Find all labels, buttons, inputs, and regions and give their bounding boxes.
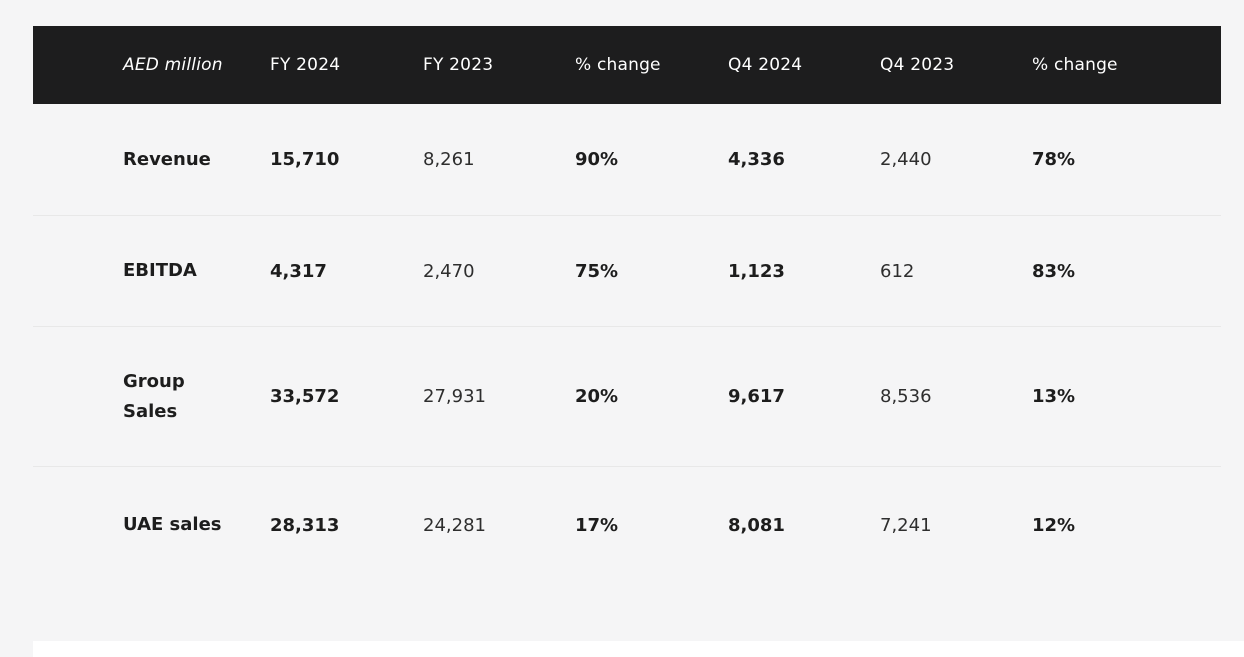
row-label: Revenue — [33, 145, 270, 175]
cell-q42023: 2,440 — [880, 149, 932, 170]
row-label: Group Sales — [33, 367, 270, 427]
cell-q42024: 8,081 — [728, 514, 785, 536]
cell-q42023: 612 — [880, 260, 915, 282]
cell-fy-change: 17% — [575, 514, 619, 536]
column-header-q42024: Q4 2024 — [728, 55, 803, 75]
cell-fy2024: 33,572 — [270, 386, 340, 407]
row-label: UAE sales — [33, 510, 270, 540]
next-content-section — [33, 641, 1244, 657]
cell-q42023: 7,241 — [880, 514, 932, 536]
cell-fy-change: 90% — [575, 149, 619, 170]
cell-fy2023: 24,281 — [423, 514, 486, 536]
cell-fy2023: 27,931 — [423, 386, 486, 407]
cell-fy2024: 15,710 — [270, 149, 340, 170]
column-header-q42023: Q4 2023 — [880, 55, 955, 75]
cell-q42023: 8,536 — [880, 386, 932, 407]
column-header-fy2024: FY 2024 — [270, 55, 341, 75]
table-row-uae-sales: UAE sales 28,313 24,281 17% 8,081 7,241 … — [33, 467, 1221, 583]
unit-label: AED million — [123, 55, 223, 75]
row-label-text: Revenue — [123, 148, 211, 170]
row-label: EBITDA — [33, 256, 270, 286]
table-row-revenue: Revenue 15,710 8,261 90% 4,336 2,440 78% — [33, 104, 1221, 216]
cell-fy2024: 28,313 — [270, 514, 340, 536]
financial-results-table: AED million FY 2024 FY 2023 % change Q4 … — [33, 26, 1221, 583]
cell-q42024: 9,617 — [728, 386, 785, 407]
cell-q4-change: 13% — [1032, 386, 1076, 407]
cell-fy2023: 8,261 — [423, 149, 475, 170]
row-label-text: UAE sales — [123, 514, 222, 535]
cell-fy-change: 75% — [575, 260, 619, 282]
cell-q4-change: 12% — [1032, 514, 1076, 536]
cell-q42024: 4,336 — [728, 149, 785, 170]
cell-q42024: 1,123 — [728, 260, 785, 282]
cell-fy-change: 20% — [575, 386, 619, 407]
cell-fy2023: 2,470 — [423, 260, 475, 282]
table-row-ebitda: EBITDA 4,317 2,470 75% 1,123 612 83% — [33, 216, 1221, 327]
column-header-fy2023: FY 2023 — [423, 55, 494, 75]
cell-q4-change: 78% — [1032, 149, 1076, 170]
column-header-q4-change: % change — [1032, 55, 1118, 75]
row-label-text: Group Sales — [123, 370, 185, 422]
cell-q4-change: 83% — [1032, 260, 1076, 282]
row-label-text: EBITDA — [123, 260, 197, 281]
table-header-row: AED million FY 2024 FY 2023 % change Q4 … — [33, 26, 1221, 104]
table-row-group-sales: Group Sales 33,572 27,931 20% 9,617 8,53… — [33, 327, 1221, 467]
column-header-fy-change: % change — [575, 55, 661, 75]
cell-fy2024: 4,317 — [270, 260, 327, 282]
